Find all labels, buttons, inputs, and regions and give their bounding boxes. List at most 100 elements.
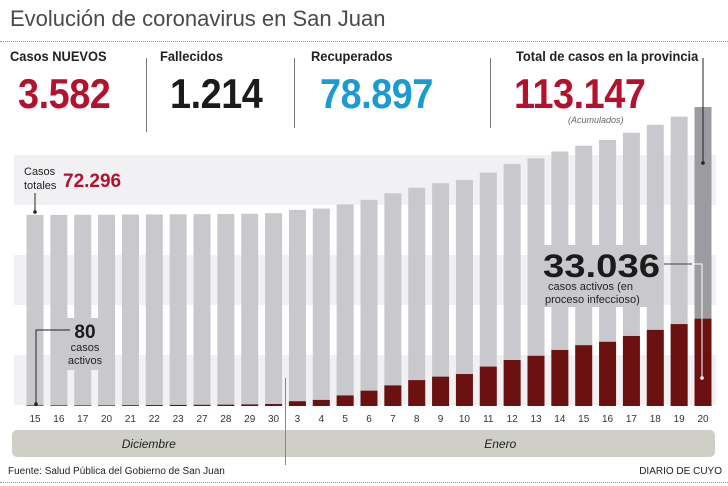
start-active-leader (35, 329, 70, 404)
x-tick-label: 28 (220, 414, 232, 425)
bar-active (336, 395, 354, 406)
separator (146, 58, 147, 132)
bar-active (98, 405, 116, 406)
recovered-value: 78.897 (320, 70, 433, 117)
x-tick-label: 11 (483, 414, 494, 425)
bar-total (241, 213, 259, 406)
x-tick-label: 5 (342, 414, 348, 425)
bar-active (74, 405, 92, 406)
end-active-label-2: proceso infeccioso) (545, 294, 640, 306)
bar-active (265, 404, 283, 406)
bar-total (503, 163, 521, 406)
total-value: 113.147 (514, 70, 646, 117)
x-tick-label: 10 (459, 414, 471, 425)
x-tick-label: 15 (29, 414, 41, 425)
x-tick-label: 17 (77, 414, 89, 425)
bar-total (217, 214, 235, 406)
total-note: (Acumulados) (568, 115, 624, 125)
x-tick-label: 22 (149, 414, 161, 425)
x-tick-label: 4 (319, 414, 325, 425)
bar-active (599, 341, 617, 406)
total-annotation-label-2: totales (24, 180, 57, 192)
bar-active (169, 404, 187, 406)
bar-active (622, 335, 640, 406)
bar-active (288, 401, 306, 406)
separator (294, 58, 295, 128)
total-annotation-value: 72.296 (63, 171, 121, 192)
bar-active (193, 404, 211, 406)
x-tick-label: 23 (173, 414, 185, 425)
bar-total (479, 172, 497, 406)
bar-total (408, 187, 426, 406)
x-tick-label: 29 (244, 414, 256, 425)
bar-active (241, 404, 259, 406)
bar-active (121, 405, 139, 406)
start-active-label-2: activos (68, 355, 103, 367)
separator (490, 58, 491, 128)
total-label: Total de casos en la provincia (516, 48, 699, 64)
x-tick-label: 17 (626, 414, 638, 425)
bar-active (408, 380, 426, 406)
bar-active (455, 374, 473, 406)
x-tick-label: 20 (697, 414, 709, 425)
bar-total (336, 204, 354, 406)
bar-total (193, 214, 211, 406)
x-tick-label: 6 (366, 414, 372, 425)
start-active-value: 80 (74, 322, 95, 343)
bar-active (360, 390, 378, 406)
bar-active (575, 345, 593, 406)
x-tick-label: 30 (268, 414, 280, 425)
x-tick-label: 8 (414, 414, 420, 425)
bar-total (121, 214, 139, 406)
x-tick-label: 20 (101, 414, 113, 425)
bar-total (360, 199, 378, 406)
bar-total (265, 213, 283, 406)
background-band (14, 155, 716, 205)
x-tick-label: 12 (507, 414, 519, 425)
recovered-label: Recuperados (311, 48, 393, 64)
x-tick-label: 7 (390, 414, 396, 425)
bar-active (50, 405, 68, 406)
footer-divider (0, 482, 728, 483)
bar-active (312, 399, 330, 406)
end-active-value: 33.036 (543, 248, 660, 284)
bar-total (432, 183, 450, 406)
bar-active (217, 404, 235, 406)
month-label: Diciembre (122, 437, 176, 451)
x-tick-label: 16 (602, 414, 614, 425)
start-active-bg (66, 318, 108, 370)
bar-active (503, 360, 521, 406)
bar-total (98, 214, 116, 406)
x-tick-label: 19 (674, 414, 686, 425)
x-tick-label: 16 (53, 414, 65, 425)
bar-active (670, 324, 688, 406)
bar-active (551, 349, 569, 406)
bar-active (384, 385, 402, 406)
title-divider (0, 41, 728, 42)
x-tick-label: 21 (125, 414, 137, 425)
bar-total (384, 193, 402, 406)
month-label: Enero (484, 437, 516, 451)
end-active-label-1: casos activos (en (548, 281, 633, 293)
chart-title: Evolución de coronavirus en San Juan (10, 6, 386, 31)
start-active-label-1: casos (71, 342, 100, 354)
x-tick-label: 9 (438, 414, 444, 425)
end-active-bg (540, 245, 662, 307)
x-tick-label: 18 (650, 414, 662, 425)
month-band (12, 430, 715, 457)
bar-total (455, 180, 473, 406)
bar-total (50, 214, 68, 406)
bar-total (312, 208, 330, 406)
bar-active (479, 366, 497, 406)
bar-active (646, 329, 664, 406)
x-tick-label: 13 (530, 414, 542, 425)
bar-total (26, 214, 44, 406)
x-tick-label: 3 (295, 414, 301, 425)
deaths-label: Fallecidos (160, 48, 223, 64)
bar-total (74, 214, 92, 406)
x-tick-label: 15 (578, 414, 590, 425)
leader-dot (700, 376, 704, 380)
new-cases-value: 3.582 (18, 70, 111, 117)
total-annotation-label-1: Casos (24, 166, 56, 178)
